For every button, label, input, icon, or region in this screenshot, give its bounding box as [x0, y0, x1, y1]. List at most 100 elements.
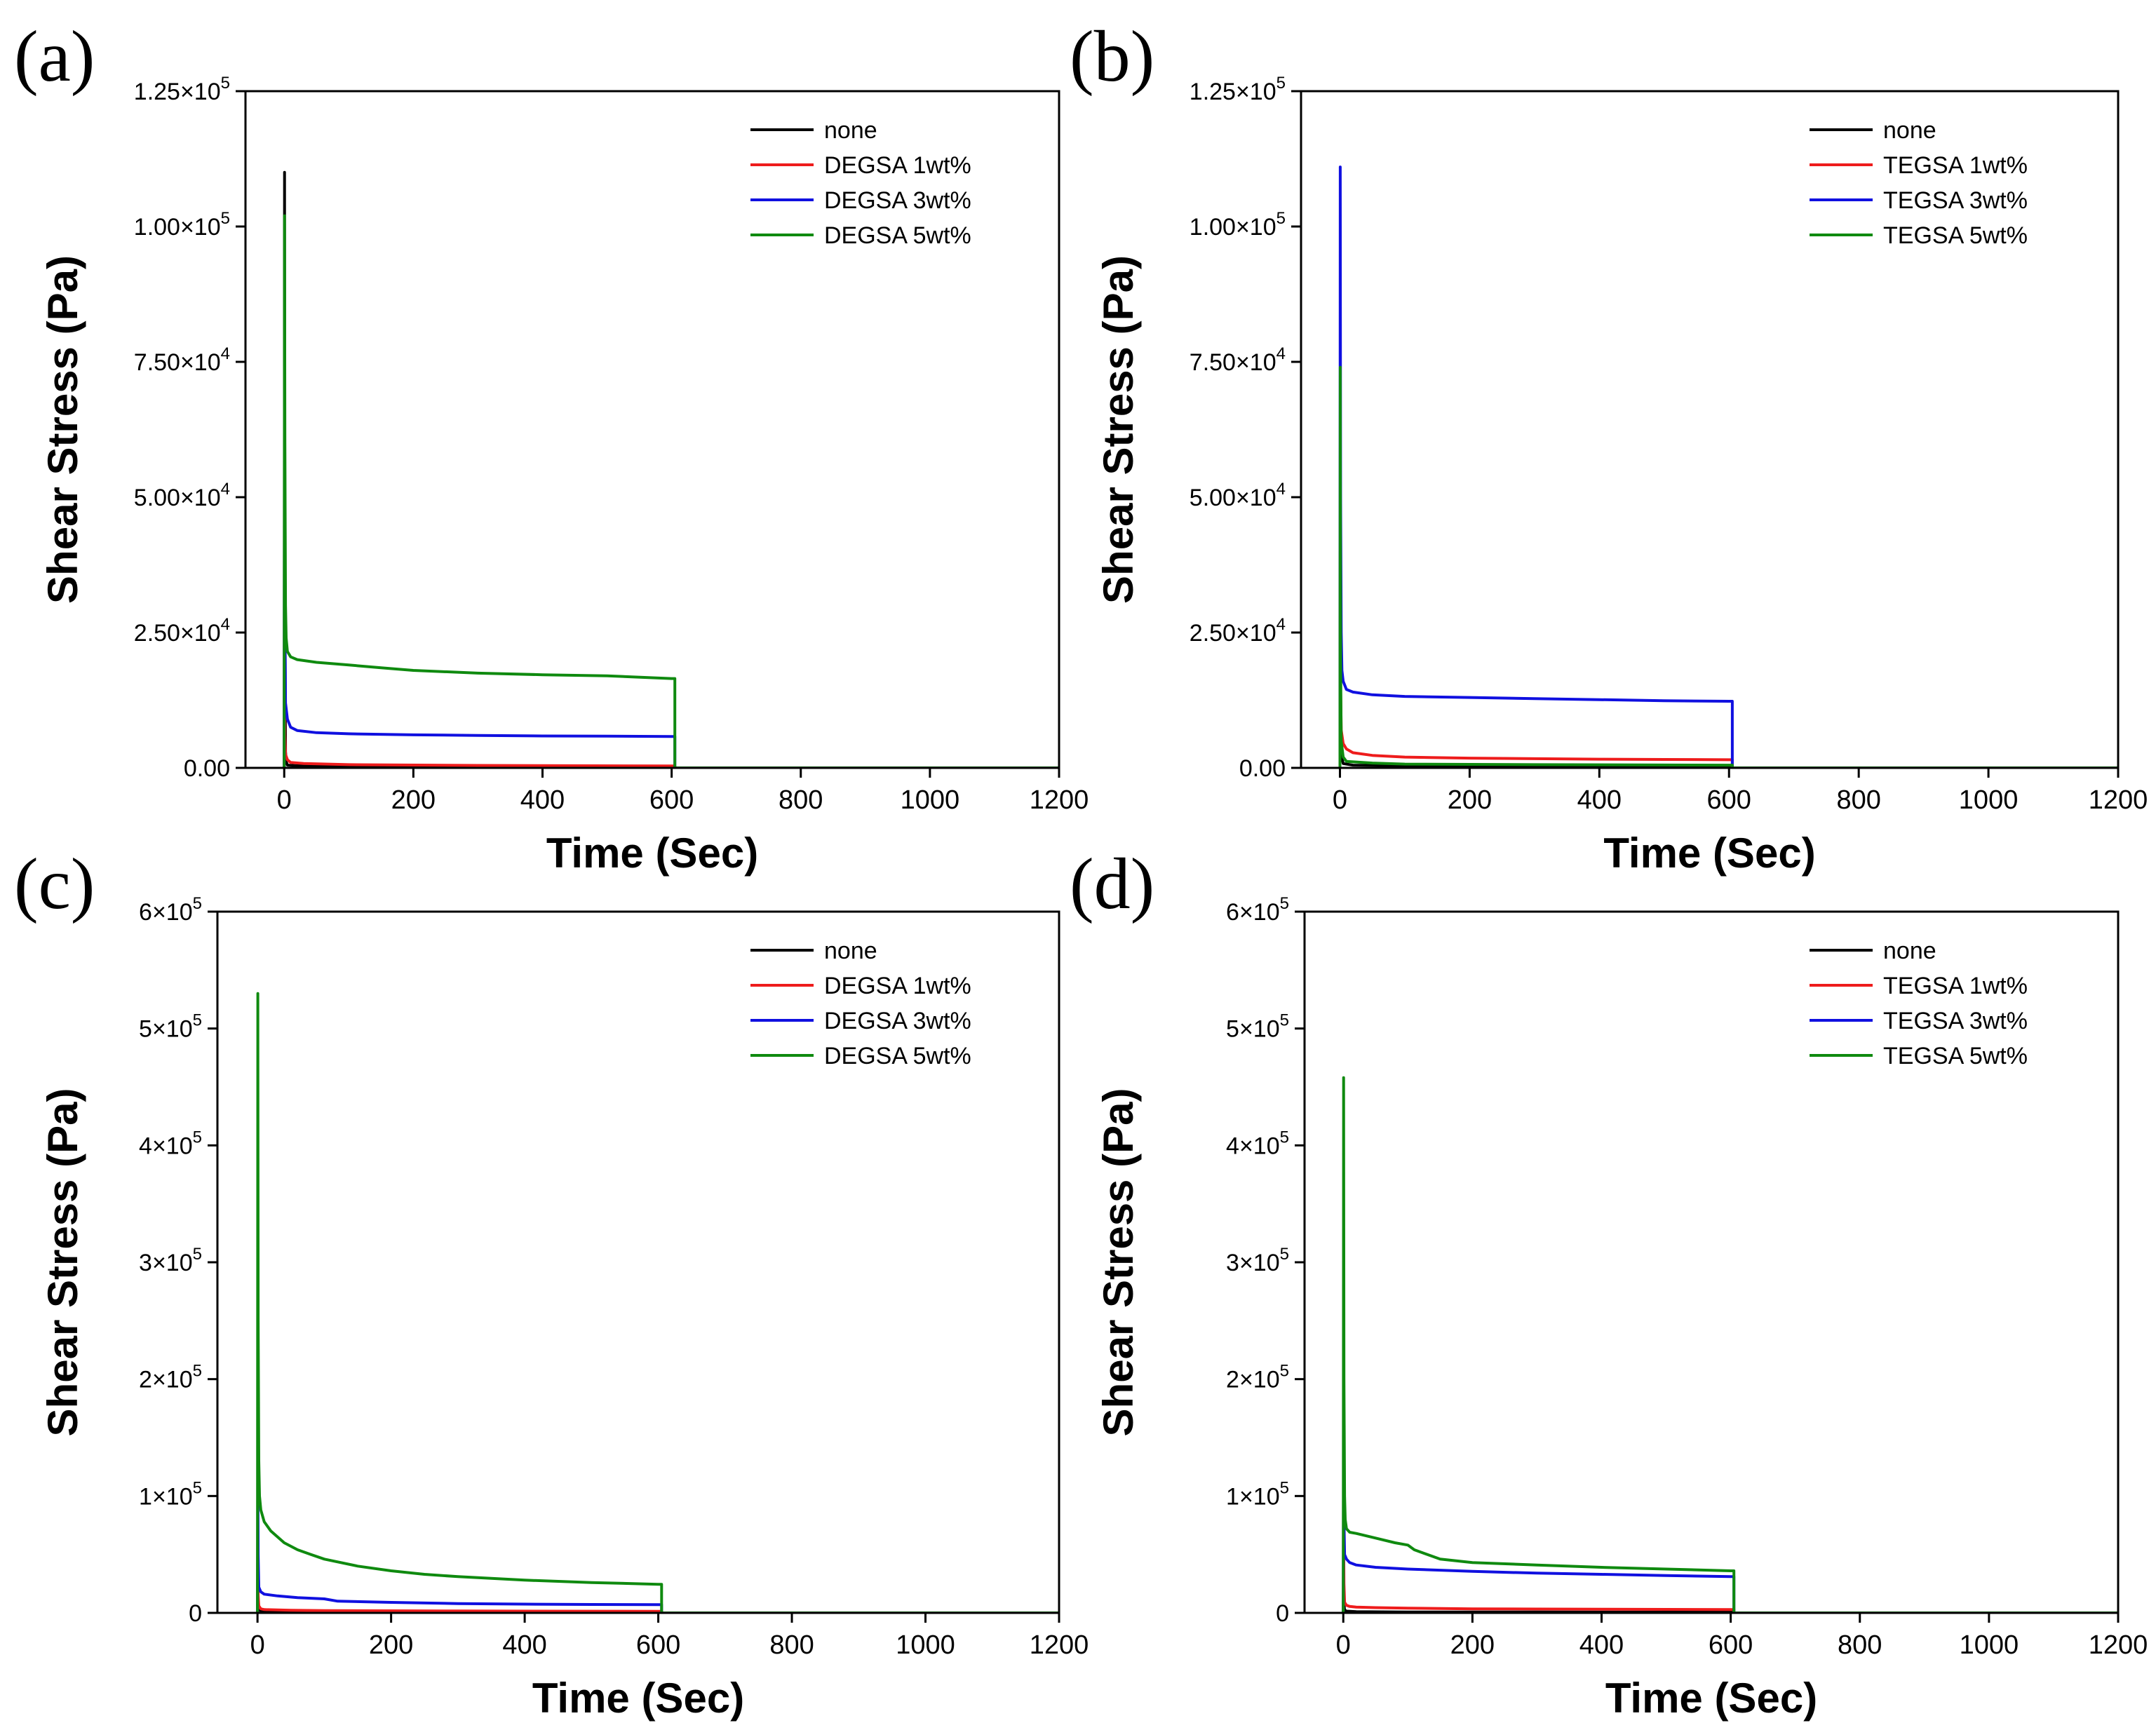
y-tick-label: 5×105	[1226, 1011, 1289, 1043]
x-tick-label: 800	[769, 1630, 814, 1660]
y-tick-base: 1.00×10	[134, 214, 221, 241]
y-tick-exponent: 4	[221, 480, 230, 499]
x-tick-label: 400	[1577, 785, 1622, 815]
plot-frame	[1300, 90, 2120, 769]
x-axis-title: Time (Sec)	[546, 830, 758, 877]
legend-label: DEGSA 5wt%	[824, 222, 971, 249]
y-tick-label: 0.00	[1239, 755, 1286, 782]
plot-frame	[244, 90, 1060, 769]
x-tick-label: 400	[1579, 1630, 1624, 1660]
y-tick-base: 0	[189, 1600, 202, 1627]
legend-label: TEGSA 5wt%	[1883, 222, 2028, 249]
legend-label: TEGSA 1wt%	[1883, 152, 2028, 179]
y-tick-label: 5×105	[139, 1011, 202, 1043]
y-tick-exponent: 5	[1280, 894, 1289, 913]
series-line-3	[283, 214, 1059, 768]
y-tick-label: 3×105	[139, 1245, 202, 1276]
legend-label: TEGSA 3wt%	[1883, 1008, 2028, 1034]
legend-label: DEGSA 1wt%	[824, 973, 971, 999]
series-line-3	[1338, 365, 2118, 768]
y-tick-label: 2×105	[139, 1362, 202, 1393]
series-line-2	[256, 1471, 1059, 1613]
y-tick-exponent: 5	[193, 1011, 202, 1030]
y-tick-base: 5.00×10	[1190, 485, 1276, 511]
y-tick-base: 4×10	[139, 1133, 193, 1159]
legend-label: DEGSA 3wt%	[824, 187, 971, 214]
panel-letter: (b)	[1070, 16, 1154, 97]
y-tick-base: 1.25×10	[134, 79, 221, 105]
legend-label: TEGSA 3wt%	[1883, 187, 2028, 214]
y-tick-base: 2×10	[139, 1367, 193, 1393]
legend-label: DEGSA 3wt%	[824, 1008, 971, 1034]
y-tick-label: 0.00	[184, 755, 230, 782]
y-tick-base: 1.00×10	[1190, 214, 1276, 241]
y-tick-exponent: 5	[1280, 1245, 1289, 1264]
y-tick-label: 1×105	[139, 1478, 202, 1510]
series-group	[256, 992, 1059, 1613]
series-line-3	[1342, 1076, 2118, 1613]
y-tick-label: 4×105	[139, 1128, 202, 1159]
panel-d: (d)0 200 400 600 800 1000 120001×1052×1053×105…	[1070, 844, 2148, 1722]
y-tick-base: 1.25×10	[1190, 79, 1276, 105]
x-tick-label: 1000	[1960, 1630, 2019, 1660]
series-line-2	[1338, 165, 2118, 768]
x-tick-label: 600	[1707, 785, 1751, 815]
x-tick-label: 1000	[901, 785, 960, 815]
x-tick-label: 400	[502, 1630, 546, 1660]
legend-label: DEGSA 1wt%	[824, 152, 971, 179]
y-tick-label: 1×105	[1226, 1478, 1289, 1510]
x-tick-label: 800	[779, 785, 823, 815]
x-tick-label: 1000	[1959, 785, 2019, 815]
y-tick-base: 3×10	[1226, 1250, 1280, 1276]
legend: none DEGSA 1wt% DEGSA 3wt% DEGSA 5wt%	[750, 117, 971, 249]
panel-letter: (d)	[1070, 844, 1154, 924]
y-tick-label: 2×105	[1226, 1362, 1289, 1393]
y-tick-label: 2.50×104	[1190, 615, 1286, 647]
x-tick-label: 0	[277, 785, 292, 815]
x-tick-label: 1000	[896, 1630, 955, 1660]
x-tick-label: 800	[1838, 1630, 1882, 1660]
y-tick-base: 2.50×10	[134, 620, 221, 647]
x-tick-label: 0	[1333, 785, 1347, 815]
y-tick-exponent: 5	[193, 1128, 202, 1147]
legend-label: TEGSA 1wt%	[1883, 973, 2028, 999]
y-tick-label: 6×105	[1226, 894, 1289, 926]
y-axis-title: Shear Stress (Pa)	[39, 255, 86, 604]
x-tick-label: 600	[1709, 1630, 1753, 1660]
y-tick-exponent: 5	[1280, 1478, 1289, 1497]
x-tick-label: 1200	[1030, 785, 1089, 815]
legend-label: none	[824, 938, 877, 964]
series-line-1	[1338, 550, 2118, 768]
y-tick-base: 1×10	[1226, 1483, 1280, 1510]
legend: none DEGSA 1wt% DEGSA 3wt% DEGSA 5wt%	[750, 938, 971, 1069]
y-tick-base: 0.00	[184, 755, 230, 782]
y-tick-exponent: 5	[1280, 1128, 1289, 1147]
y-tick-label: 1.25×105	[134, 74, 230, 105]
series-group	[1338, 165, 2118, 768]
x-tick-label: 200	[369, 1630, 413, 1660]
y-tick-base: 7.50×10	[134, 349, 221, 376]
y-tick-label: 1.00×105	[134, 209, 230, 241]
x-axis-title: Time (Sec)	[1605, 1675, 1817, 1722]
series-group	[283, 170, 1059, 768]
legend-label: none	[1883, 117, 1936, 144]
series-group	[1342, 1076, 2118, 1613]
y-tick-base: 6×10	[1226, 899, 1280, 926]
x-tick-label: 0	[1336, 1630, 1351, 1660]
y-axis-title: Shear Stress (Pa)	[1095, 1088, 1142, 1437]
y-tick-label: 1.00×105	[1190, 209, 1286, 241]
y-tick-base: 4×10	[1226, 1133, 1280, 1159]
y-tick-base: 1×10	[139, 1483, 193, 1510]
legend-label: none	[1883, 938, 1936, 964]
y-tick-exponent: 4	[1276, 344, 1286, 363]
x-tick-label: 600	[636, 1630, 680, 1660]
y-tick-exponent: 5	[1280, 1362, 1289, 1381]
series-line-0	[1338, 614, 2118, 768]
y-tick-exponent: 4	[1276, 615, 1286, 634]
y-tick-exponent: 4	[221, 344, 230, 363]
x-tick-label: 400	[520, 785, 565, 815]
y-tick-base: 3×10	[139, 1250, 193, 1276]
panel-a: (a)0 200 400 600 800 1000 12000.002.50×1045.00…	[14, 16, 1089, 877]
panel-letter: (c)	[14, 844, 95, 924]
